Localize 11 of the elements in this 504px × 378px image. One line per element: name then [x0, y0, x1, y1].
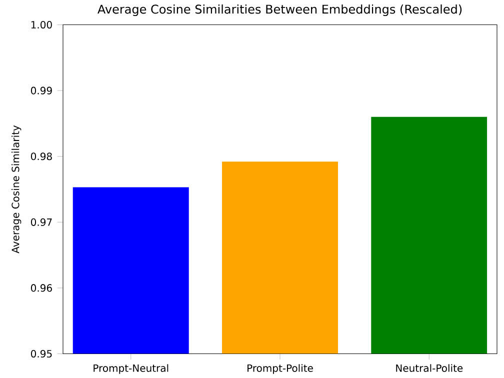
y-tick-label: 0.98	[31, 152, 52, 160]
x-tick-label: Prompt-Neutral	[94, 364, 168, 374]
y-tick-label: 1.00	[31, 20, 52, 28]
y-axis-title: Average Cosine Similarity	[12, 125, 22, 254]
y-tick-label: 0.96	[31, 284, 52, 292]
y-tick-label: 0.99	[31, 86, 52, 94]
y-tick-label: 0.95	[31, 350, 52, 358]
y-tick-label: 0.97	[31, 218, 52, 226]
x-tick-label: Neutral-Polite	[396, 364, 463, 372]
x-tick-label: Prompt-Polite	[248, 364, 313, 374]
chart-title: Average Cosine Similarities Between Embeddings (Rescaled)	[98, 4, 462, 16]
